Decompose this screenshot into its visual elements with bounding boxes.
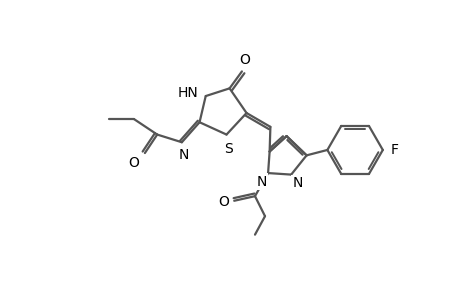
Text: N: N (292, 176, 302, 190)
Text: F: F (390, 143, 397, 157)
Text: HN: HN (177, 86, 197, 100)
Text: N: N (178, 148, 188, 162)
Text: O: O (239, 53, 250, 67)
Text: N: N (256, 175, 266, 189)
Text: O: O (218, 195, 229, 209)
Text: O: O (128, 156, 139, 170)
Text: S: S (223, 142, 232, 156)
